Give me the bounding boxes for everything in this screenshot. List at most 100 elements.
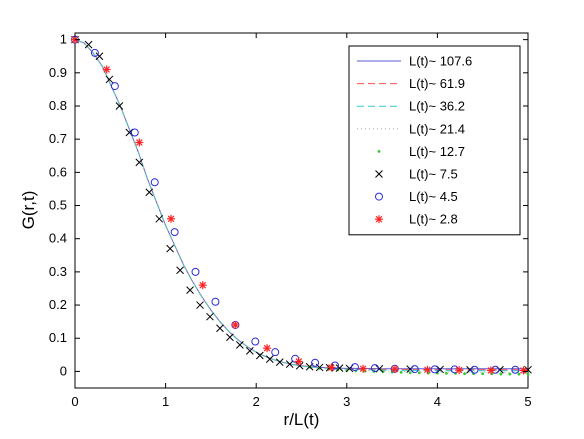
data-point (105, 75, 114, 84)
data-point (263, 344, 272, 353)
data-point (486, 366, 495, 375)
data-point (335, 364, 344, 372)
x-tick-label: 2 (253, 394, 260, 409)
data-point (145, 188, 154, 197)
data-point (285, 360, 294, 368)
y-tick-label: 0.2 (49, 297, 67, 312)
data-point (251, 337, 260, 346)
data-point (517, 372, 521, 376)
legend: L(t)~ 107.6 L(t)~ 61.9 L(t)~ 36.2 L(t)~ 21.… (348, 45, 521, 236)
data-point (226, 333, 234, 342)
data-point (519, 366, 528, 375)
data-point (150, 178, 159, 187)
x-tick-label: 3 (343, 394, 350, 409)
data-point (327, 363, 336, 372)
legend-swatch (377, 150, 381, 153)
data-point (236, 341, 244, 349)
legend-label: L(t)~ 2.8 (409, 212, 458, 227)
data-point (311, 358, 320, 367)
data-point (470, 365, 479, 374)
legend-swatch (375, 170, 383, 178)
data-point (231, 320, 240, 329)
data-point (445, 372, 448, 375)
legend-box (348, 45, 521, 236)
legend-entry: L(t)~ 21.4 (357, 121, 465, 136)
legend-entry: L(t)~ 12.7 (377, 144, 465, 159)
x-tick-label: 5 (524, 394, 531, 409)
data-point (170, 228, 179, 237)
data-point (508, 372, 512, 376)
legend-label: L(t)~ 61.9 (409, 76, 465, 91)
x-tick-label: 1 (162, 394, 169, 409)
legend-swatch (375, 215, 383, 224)
y-ticks: 0 0.1 0.2 0.3 0.4 0.5 0.6 0.7 0.8 0.9 1 (49, 32, 528, 378)
y-tick-label: 0.4 (49, 231, 67, 246)
data-point (130, 128, 139, 137)
data-point (95, 52, 104, 61)
y-tick-label: 0.9 (49, 65, 67, 80)
data-point (417, 371, 421, 375)
data-point (294, 357, 303, 366)
data-point (423, 365, 432, 374)
data-point (370, 364, 379, 373)
data-point (271, 348, 280, 357)
y-tick-label: 1 (60, 32, 67, 47)
data-point (84, 40, 93, 49)
legend-label: L(t)~ 12.7 (409, 144, 465, 159)
data-point (255, 351, 264, 360)
data-point (408, 371, 412, 375)
y-axis-label: G(r,t) (19, 191, 38, 230)
legend-swatch (375, 192, 383, 201)
data-point (481, 372, 485, 376)
y-tick-label: 0.6 (49, 164, 67, 179)
data-point (176, 266, 184, 275)
legend-label: L(t)~ 21.4 (409, 121, 465, 136)
data-point (499, 372, 503, 376)
data-point (455, 366, 464, 375)
data-point (102, 65, 111, 74)
data-point (166, 244, 174, 253)
data-point (167, 214, 176, 223)
x-axis-label: r/L(t) (284, 410, 320, 429)
legend-entry: L(t)~ 7.5 (375, 167, 458, 182)
data-point (211, 297, 220, 306)
data-point (246, 346, 254, 355)
data-point (275, 358, 284, 366)
data-point (511, 365, 520, 374)
data-point (115, 102, 124, 110)
legend-entry: L(t)~ 36.2 (357, 99, 465, 114)
data-point (135, 158, 144, 167)
legend-label: L(t)~ 4.5 (409, 189, 458, 204)
legend-entry: L(t)~ 107.6 (357, 54, 472, 69)
y-tick-label: 0.5 (49, 198, 67, 213)
data-point (399, 371, 403, 374)
data-point (155, 214, 164, 223)
data-point (359, 364, 368, 373)
data-point (206, 312, 214, 321)
data-point (350, 363, 359, 372)
data-point (390, 365, 399, 374)
data-point (410, 365, 419, 374)
data-point (265, 355, 274, 363)
legend-entry: L(t)~ 2.8 (375, 212, 458, 227)
data-point (135, 138, 144, 147)
data-point (463, 372, 466, 376)
data-point (186, 286, 194, 294)
legend-label: L(t)~ 36.2 (409, 99, 465, 114)
data-point (198, 281, 207, 290)
y-tick-label: 0.8 (49, 98, 67, 113)
legend-label: L(t)~ 107.6 (409, 54, 472, 69)
x-tick-label: 4 (434, 394, 441, 409)
data-point (196, 301, 204, 309)
x-tick-label: 0 (71, 394, 78, 409)
legend-label: L(t)~ 7.5 (409, 167, 458, 182)
x-ticks: 0 1 2 3 4 5 (71, 33, 532, 409)
data-point (90, 48, 99, 57)
y-tick-label: 0.1 (49, 330, 67, 345)
series-line-3 (74, 39, 528, 373)
y-tick-label: 0 (60, 363, 67, 378)
legend-entry: L(t)~ 4.5 (375, 189, 458, 204)
y-tick-label: 0.3 (49, 264, 67, 279)
data-point (216, 324, 224, 333)
